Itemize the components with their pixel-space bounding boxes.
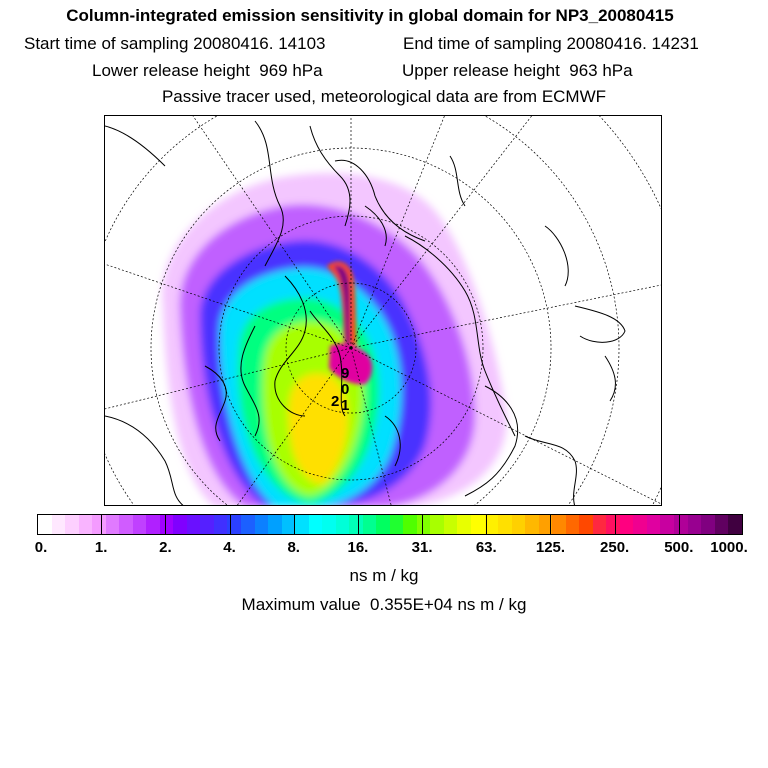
point-label: 1 bbox=[341, 397, 349, 414]
color-swatch bbox=[240, 515, 255, 534]
color-swatch bbox=[146, 515, 160, 534]
lower-release-label: Lower release height 969 hPa bbox=[92, 61, 323, 80]
color-swatch bbox=[38, 515, 52, 534]
color-swatch bbox=[619, 515, 634, 534]
color-scale-divider bbox=[293, 515, 295, 534]
color-swatch bbox=[78, 515, 93, 534]
color-scale-tick-label: 8. bbox=[287, 539, 300, 556]
color-swatch bbox=[471, 515, 485, 534]
color-swatch bbox=[646, 515, 661, 534]
color-scale-divider bbox=[614, 515, 616, 534]
color-scale-divider bbox=[229, 515, 231, 534]
color-scale-tick-label: 63. bbox=[475, 539, 497, 556]
color-swatch bbox=[430, 515, 444, 534]
release-point-labels: 9 0 1 2 bbox=[331, 365, 349, 414]
color-swatch bbox=[173, 515, 187, 534]
color-swatch bbox=[538, 515, 553, 534]
color-scale-tick-label: 1000. bbox=[710, 539, 748, 556]
color-swatch bbox=[376, 515, 390, 534]
units-label: ns m / kg bbox=[349, 566, 419, 585]
end-time-label: End time of sampling 20080416. 14231 bbox=[403, 34, 699, 53]
color-scale-divider bbox=[678, 515, 680, 534]
color-swatch bbox=[606, 515, 620, 534]
color-swatch bbox=[660, 515, 674, 534]
info-label: Passive tracer used, meteorological data… bbox=[161, 87, 607, 106]
plot-title: Column-integrated emission sensitivity i… bbox=[66, 6, 674, 25]
emission-sensitivity-map: 9 0 1 2 bbox=[104, 115, 662, 506]
color-swatch bbox=[200, 515, 214, 534]
color-swatch bbox=[714, 515, 729, 534]
map-canvas: 9 0 1 2 bbox=[105, 116, 661, 505]
color-swatch bbox=[498, 515, 512, 534]
color-scale-tick-label: 4. bbox=[223, 539, 236, 556]
color-scale-divider bbox=[101, 515, 103, 534]
color-swatch bbox=[159, 515, 174, 534]
color-swatch bbox=[308, 515, 323, 534]
color-swatch bbox=[335, 515, 350, 534]
color-swatch bbox=[213, 515, 228, 534]
color-scale-divider bbox=[550, 515, 552, 534]
color-scale-tick-label: 500. bbox=[664, 539, 694, 556]
color-swatch bbox=[389, 515, 404, 534]
color-scale-tick-label: 0. bbox=[34, 539, 48, 556]
color-swatch bbox=[132, 515, 147, 534]
color-swatch bbox=[92, 515, 106, 534]
color-scale-tick-label: 1. bbox=[94, 539, 108, 556]
coastlines bbox=[105, 120, 626, 505]
color-swatch bbox=[322, 515, 336, 534]
color-swatch bbox=[443, 515, 458, 534]
color-swatch bbox=[457, 515, 471, 534]
color-scale-tick-label: 250. bbox=[600, 539, 630, 556]
color-scale-tick-label: 125. bbox=[535, 539, 566, 556]
maximum-value-label: Maximum value 0.355E+04 ns m / kg bbox=[241, 595, 527, 614]
color-swatch bbox=[254, 515, 269, 534]
color-scale-divider bbox=[486, 515, 488, 534]
color-swatch bbox=[268, 515, 282, 534]
color-scale-divider bbox=[357, 515, 359, 534]
color-swatch bbox=[525, 515, 539, 534]
color-swatch bbox=[633, 515, 647, 534]
color-swatch bbox=[105, 515, 120, 534]
color-scale-tick-label: 16. bbox=[347, 539, 369, 556]
color-swatch bbox=[484, 515, 499, 534]
color-scale-divider bbox=[422, 515, 424, 534]
color-swatch bbox=[51, 515, 66, 534]
start-time-label: Start time of sampling 20080416. 14103 bbox=[24, 34, 326, 53]
color-swatch bbox=[295, 515, 309, 534]
point-label: 9 bbox=[341, 365, 349, 382]
color-swatch bbox=[728, 515, 742, 534]
color-swatch bbox=[186, 515, 201, 534]
color-scale-bar bbox=[37, 514, 743, 535]
color-swatch bbox=[416, 515, 431, 534]
color-swatch bbox=[701, 515, 715, 534]
meridian-lines bbox=[105, 116, 661, 505]
color-swatch bbox=[227, 515, 241, 534]
color-swatch bbox=[673, 515, 688, 534]
color-swatch bbox=[511, 515, 526, 534]
color-swatch bbox=[362, 515, 377, 534]
point-label: 2 bbox=[331, 393, 339, 410]
color-swatch bbox=[403, 515, 417, 534]
color-scale-tick-label: 2. bbox=[159, 539, 172, 556]
color-swatch bbox=[687, 515, 702, 534]
color-swatch bbox=[579, 515, 593, 534]
color-scale-tick-label: 31. bbox=[411, 539, 433, 556]
color-scale-divider bbox=[165, 515, 167, 534]
color-swatch bbox=[65, 515, 79, 534]
color-swatch bbox=[119, 515, 133, 534]
point-label: 0 bbox=[341, 381, 349, 398]
sensitivity-plume bbox=[162, 173, 507, 505]
color-swatch bbox=[565, 515, 580, 534]
upper-release-label: Upper release height 963 hPa bbox=[402, 61, 633, 80]
color-swatch bbox=[349, 515, 363, 534]
color-swatch bbox=[552, 515, 566, 534]
color-swatch bbox=[281, 515, 296, 534]
color-swatch bbox=[592, 515, 607, 534]
